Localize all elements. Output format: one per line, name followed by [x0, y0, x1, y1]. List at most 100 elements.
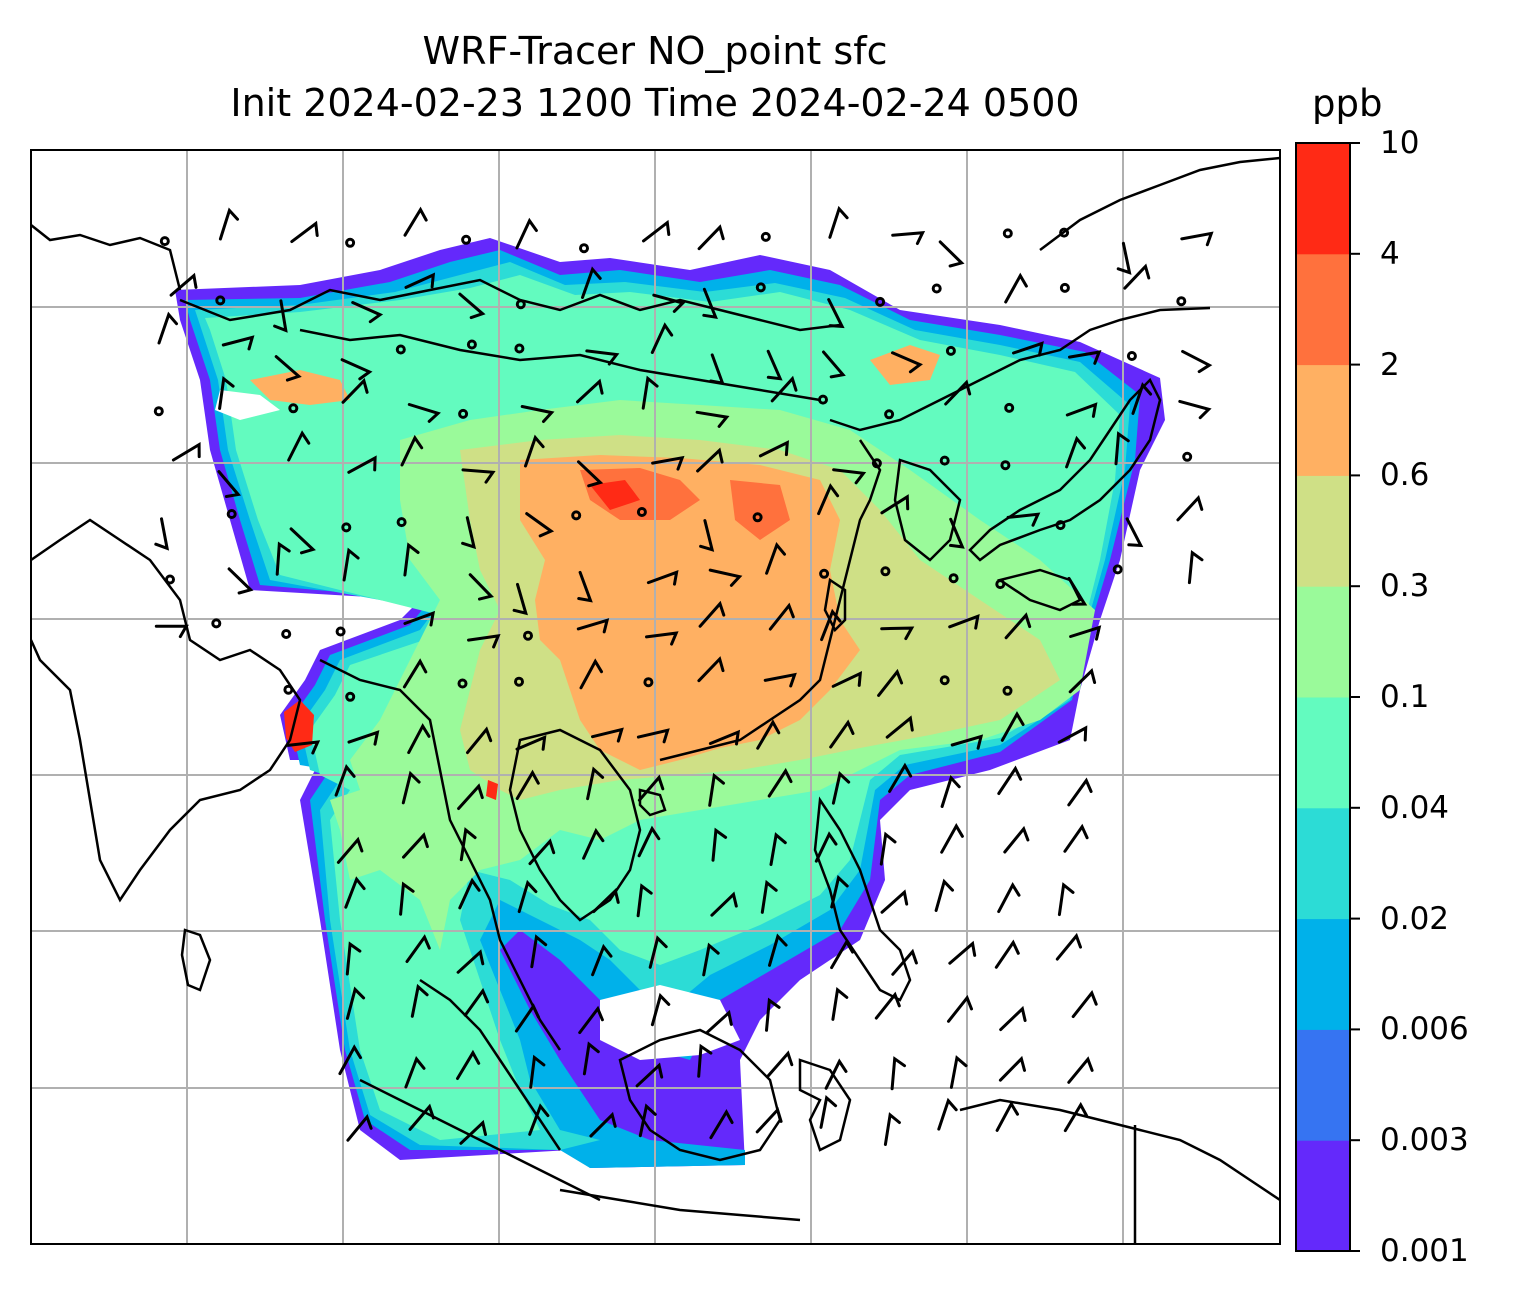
wind-barb — [949, 517, 965, 549]
wind-barb — [705, 1009, 733, 1035]
wind-barb — [1065, 435, 1086, 469]
wind-barb — [1057, 882, 1075, 917]
calm-wind-marker — [1112, 564, 1123, 575]
wind-barb — [830, 938, 855, 970]
wind-barb — [829, 719, 855, 749]
wind-barb — [346, 1114, 373, 1142]
wind-barb — [1012, 341, 1044, 357]
wind-barb — [697, 656, 725, 683]
calm-wind-marker — [514, 343, 525, 354]
calm-wind-marker — [571, 510, 582, 521]
wind-barb — [410, 983, 429, 1018]
wind-barb — [708, 568, 743, 587]
calm-wind-marker — [514, 676, 524, 687]
wind-barb — [1003, 825, 1030, 854]
calm-wind-marker — [755, 282, 766, 293]
wind-barb — [831, 671, 863, 688]
wind-barb — [408, 1103, 435, 1131]
wind-barb — [709, 1108, 734, 1140]
wind-barb — [635, 1062, 664, 1088]
wind-barb — [1068, 350, 1102, 365]
calm-wind-marker — [461, 234, 472, 245]
colorbar-tick-label: 4 — [1380, 235, 1400, 272]
wind-barb — [877, 668, 904, 697]
wind-barb — [1000, 711, 1025, 742]
calm-wind-marker — [457, 678, 468, 689]
wind-barb — [883, 1112, 901, 1146]
wind-barb — [528, 838, 556, 866]
wind-barb — [458, 877, 481, 910]
wind-barb — [1063, 823, 1089, 853]
wind-barb — [997, 765, 1023, 795]
wind-barb — [514, 1003, 540, 1033]
wind-barb — [1063, 1101, 1088, 1133]
wind-barb — [399, 881, 415, 916]
wind-barb — [767, 767, 793, 798]
wind-barb — [347, 730, 380, 746]
wind-barb — [708, 772, 725, 807]
wind-barb — [1125, 517, 1144, 548]
wind-barb — [702, 942, 720, 977]
coast-philippines — [813, 796, 912, 1002]
colorbar-unit: ppb — [1312, 82, 1383, 125]
plot-frame — [30, 149, 1281, 1245]
wind-barb — [950, 734, 984, 750]
calm-wind-marker — [945, 345, 956, 356]
calm-wind-marker — [281, 629, 292, 639]
wind-barb — [998, 1055, 1026, 1082]
wind-barb — [154, 624, 189, 639]
wind-barb — [698, 600, 726, 628]
wind-barb — [885, 715, 914, 739]
wind-barb — [769, 832, 787, 866]
calm-wind-marker — [636, 507, 647, 517]
wind-barb — [697, 224, 725, 251]
colorbar-tick-label: 2 — [1380, 346, 1400, 383]
calm-wind-marker — [579, 243, 589, 254]
wind-barb — [999, 1005, 1027, 1032]
wind-barb — [646, 569, 679, 586]
calm-wind-marker — [939, 675, 950, 686]
wind-barb — [1123, 263, 1151, 290]
wind-barb — [1006, 512, 1041, 527]
wind-barb — [345, 986, 366, 1020]
calm-wind-marker — [939, 455, 950, 466]
field-level-2-b — [730, 480, 790, 540]
coast-hainan — [638, 788, 667, 817]
calm-wind-marker — [211, 618, 222, 629]
wind-barb — [995, 1100, 1019, 1132]
wind-barb — [766, 349, 783, 381]
calm-wind-marker — [884, 409, 895, 420]
wind-barb — [880, 889, 909, 914]
wind-barb — [341, 377, 369, 404]
calm-wind-marker — [159, 236, 170, 247]
coast-srilanka — [180, 928, 212, 992]
wind-barb — [468, 573, 494, 601]
calm-wind-marker — [752, 512, 763, 523]
wind-barb — [582, 1041, 600, 1076]
calm-wind-marker — [1000, 460, 1011, 471]
coast-central-asia — [31, 224, 182, 291]
wind-barb — [760, 879, 778, 914]
wind-barb — [403, 610, 436, 627]
wind-barb — [765, 542, 786, 575]
wind-barb — [880, 494, 910, 515]
wind-barb — [822, 350, 846, 379]
field-gap-sea — [600, 985, 740, 1060]
calm-wind-marker — [226, 509, 237, 519]
colorbar-band — [1296, 364, 1350, 476]
wind-barb — [638, 1103, 657, 1138]
coast-borneo — [618, 1028, 782, 1162]
wind-barb — [515, 217, 538, 250]
wind-barb — [576, 378, 604, 404]
calm-wind-marker — [215, 295, 226, 306]
wind-barb — [1067, 576, 1088, 606]
wind-barb — [891, 351, 923, 374]
wind-barb — [1068, 668, 1097, 694]
wind-barb — [695, 410, 730, 428]
wind-barb — [517, 879, 538, 914]
wind-barb — [218, 376, 235, 410]
wind-barb — [466, 726, 493, 755]
calm-wind-marker — [819, 568, 830, 579]
wind-barb — [938, 240, 965, 268]
